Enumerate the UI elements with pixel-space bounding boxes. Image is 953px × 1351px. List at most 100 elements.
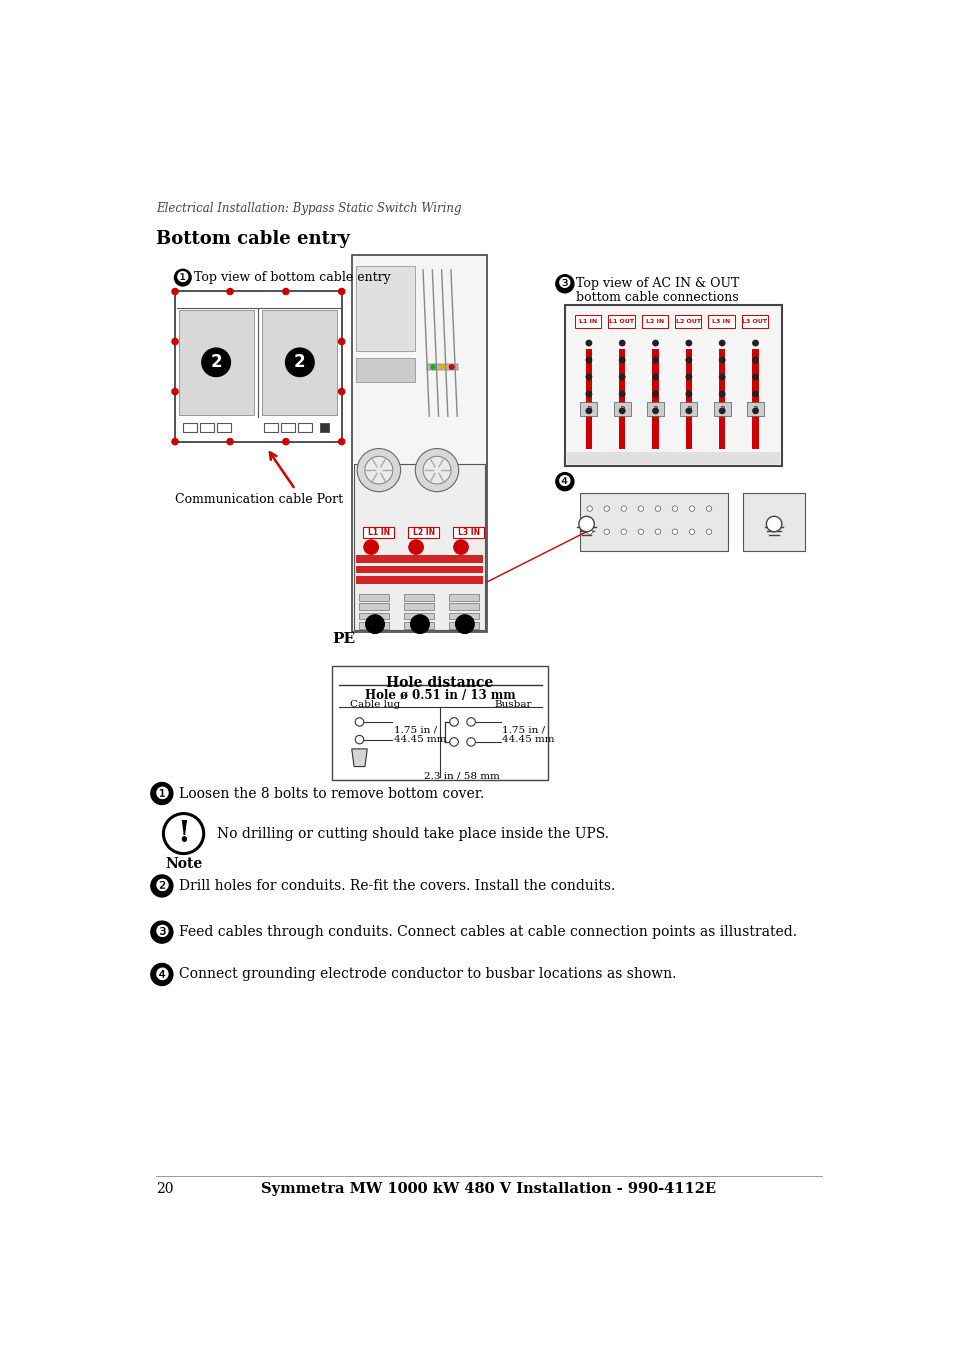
Bar — [183, 423, 196, 432]
Bar — [359, 594, 389, 601]
Circle shape — [355, 735, 363, 744]
Text: OUT: OUT — [454, 544, 468, 550]
Bar — [453, 527, 484, 538]
Circle shape — [652, 392, 658, 397]
Text: Top view of AC IN & OUT: Top view of AC IN & OUT — [575, 277, 739, 290]
Circle shape — [449, 365, 454, 369]
Circle shape — [719, 408, 724, 413]
Circle shape — [415, 449, 458, 492]
Bar — [579, 493, 727, 551]
Bar — [449, 621, 478, 628]
Circle shape — [719, 340, 724, 346]
Text: Busbar: Busbar — [494, 700, 531, 709]
Bar — [674, 315, 700, 328]
Text: ❶: ❶ — [154, 785, 169, 802]
Circle shape — [652, 340, 658, 346]
Text: ❶: ❶ — [175, 270, 190, 285]
Circle shape — [454, 540, 468, 554]
Circle shape — [688, 530, 694, 535]
Bar — [332, 666, 547, 781]
Bar — [355, 555, 483, 562]
Bar — [408, 527, 439, 538]
Text: L2 IN: L2 IN — [413, 528, 435, 536]
Bar — [174, 292, 341, 442]
Bar — [355, 577, 483, 584]
Circle shape — [685, 340, 691, 346]
Bar — [298, 423, 312, 432]
Bar — [585, 349, 592, 450]
Text: No drilling or cutting should take place inside the UPS.: No drilling or cutting should take place… — [216, 827, 608, 840]
Bar — [359, 604, 389, 611]
Bar — [618, 349, 624, 450]
Text: L2 IN: L2 IN — [645, 319, 663, 324]
Circle shape — [655, 505, 659, 511]
Text: OUT: OUT — [409, 544, 423, 550]
Bar — [746, 403, 763, 416]
Text: !: ! — [177, 819, 190, 848]
Bar — [363, 527, 394, 538]
Bar — [652, 349, 658, 450]
Bar — [575, 315, 600, 328]
Text: L3 OUT: L3 OUT — [741, 319, 766, 324]
Circle shape — [409, 540, 422, 554]
Bar — [355, 358, 415, 381]
Circle shape — [466, 717, 475, 725]
Bar — [179, 309, 253, 416]
Bar — [352, 254, 487, 632]
Circle shape — [705, 530, 711, 535]
Circle shape — [172, 339, 178, 345]
Circle shape — [172, 389, 178, 394]
Text: 3: 3 — [371, 617, 379, 631]
Text: OUT: OUT — [363, 544, 378, 550]
Text: 3: 3 — [685, 407, 691, 415]
Text: ❸: ❸ — [154, 923, 169, 942]
Bar — [679, 403, 697, 416]
Circle shape — [454, 540, 468, 554]
Bar — [740, 315, 767, 328]
Bar — [404, 594, 434, 601]
Circle shape — [449, 738, 457, 746]
Bar — [608, 315, 634, 328]
Circle shape — [466, 738, 475, 746]
Circle shape — [618, 374, 624, 380]
Text: 2.3 in / 58 mm: 2.3 in / 58 mm — [423, 771, 499, 780]
Circle shape — [752, 408, 758, 413]
Circle shape — [338, 389, 344, 394]
Text: 3: 3 — [752, 407, 758, 415]
Text: L3 IN: L3 IN — [712, 319, 730, 324]
Circle shape — [365, 457, 393, 484]
Circle shape — [688, 505, 694, 511]
Text: ❹: ❹ — [558, 474, 571, 489]
Text: 20: 20 — [155, 1182, 173, 1196]
Circle shape — [685, 392, 691, 397]
Bar — [646, 403, 663, 416]
Circle shape — [172, 439, 178, 444]
Circle shape — [685, 374, 691, 380]
Circle shape — [655, 530, 659, 535]
Circle shape — [227, 288, 233, 295]
Circle shape — [752, 357, 758, 362]
Circle shape — [409, 540, 422, 554]
Bar — [713, 403, 730, 416]
Text: 1.75 in /: 1.75 in / — [501, 725, 545, 735]
Circle shape — [585, 374, 591, 380]
Text: 2: 2 — [294, 354, 305, 372]
Circle shape — [586, 505, 592, 511]
Circle shape — [356, 449, 400, 492]
Circle shape — [719, 392, 724, 397]
Bar — [404, 604, 434, 611]
Text: Communication cable Port: Communication cable Port — [174, 493, 343, 505]
Text: Symmetra MW 1000 kW 480 V Installation - 990-4112E: Symmetra MW 1000 kW 480 V Installation -… — [261, 1182, 716, 1196]
Circle shape — [752, 340, 758, 346]
Circle shape — [638, 505, 643, 511]
Text: Cable lug: Cable lug — [350, 700, 399, 709]
Bar — [707, 315, 734, 328]
Bar — [359, 612, 389, 620]
Circle shape — [652, 374, 658, 380]
Circle shape — [355, 717, 363, 725]
Circle shape — [618, 392, 624, 397]
Text: Loosen the 8 bolts to remove bottom cover.: Loosen the 8 bolts to remove bottom cove… — [179, 786, 484, 801]
Text: ❹: ❹ — [154, 966, 169, 984]
Circle shape — [338, 288, 344, 295]
Bar — [176, 426, 340, 440]
